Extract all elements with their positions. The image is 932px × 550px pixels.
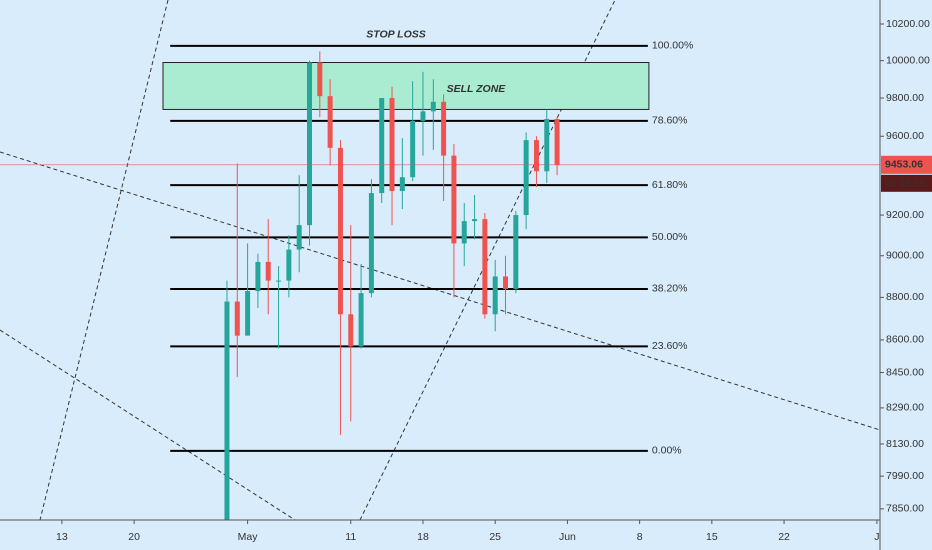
candle-body xyxy=(255,261,261,292)
candle-body xyxy=(234,301,240,336)
candle-body xyxy=(472,219,478,222)
candle-body xyxy=(327,96,333,148)
x-tick-label: Jun xyxy=(559,531,576,543)
candle-body xyxy=(420,111,426,121)
fib-label: 50.00% xyxy=(652,231,688,243)
y-tick-label: 9000.00 xyxy=(886,250,924,262)
y-tick-label: 8450.00 xyxy=(886,366,924,378)
x-tick-label: 11 xyxy=(345,531,356,543)
candle-body xyxy=(379,98,385,194)
candle-body xyxy=(482,219,488,315)
trendline xyxy=(39,0,169,520)
candle-body xyxy=(337,147,343,315)
trendline xyxy=(359,0,616,520)
y-tick-label: 10000.00 xyxy=(886,54,930,66)
candle-body xyxy=(296,225,302,250)
candle-body xyxy=(492,276,498,315)
candle-body xyxy=(523,140,529,216)
y-tick-label: 7850.00 xyxy=(886,503,924,515)
trendline xyxy=(0,329,296,520)
y-tick-label: 8290.00 xyxy=(886,402,924,414)
countdown-label: 02:19:56 xyxy=(885,178,926,190)
countdown-box xyxy=(881,174,932,192)
candle-body xyxy=(533,140,539,172)
candle-body xyxy=(461,221,467,244)
x-tick-label: 8 xyxy=(637,531,643,543)
candle-body xyxy=(554,118,560,165)
candle-body xyxy=(399,177,405,192)
x-tick-label: May xyxy=(238,531,259,543)
candle-body xyxy=(358,293,364,347)
candle-body xyxy=(224,301,230,520)
candle-body xyxy=(451,155,457,244)
x-tick-label: 13 xyxy=(56,531,68,543)
x-tick-label: 18 xyxy=(417,531,429,543)
candle-body xyxy=(368,193,374,294)
current-price-box xyxy=(881,155,932,174)
candle-body xyxy=(265,261,271,281)
candle-body xyxy=(306,62,312,226)
x-tick-label: 25 xyxy=(489,531,501,543)
candle-body xyxy=(513,215,519,289)
current-price-label: 9453.06 xyxy=(885,159,923,171)
x-tick-label: 20 xyxy=(128,531,140,543)
candle-body xyxy=(430,101,436,112)
candle-body xyxy=(503,276,509,289)
y-tick-label: 9200.00 xyxy=(886,209,924,221)
fib-label: 38.20% xyxy=(652,283,688,295)
candle-body xyxy=(245,291,251,336)
trendlines xyxy=(0,0,880,520)
fib-label: 23.60% xyxy=(652,340,688,352)
fib-label: 0.00% xyxy=(652,445,682,457)
candle-body xyxy=(410,120,416,178)
y-tick-label: 8130.00 xyxy=(886,438,924,450)
y-tick-label: 8800.00 xyxy=(886,291,924,303)
stop-loss-label: STOP LOSS xyxy=(366,29,426,41)
sell-zone xyxy=(162,62,650,110)
fib-label: 61.80% xyxy=(652,179,688,191)
candle-body xyxy=(389,98,395,192)
y-tick-label: 8600.00 xyxy=(886,334,924,346)
plot-area: 100.00% 78.60% 61.80% 50.00% 38.20% 23.60% 0.0… xyxy=(0,29,880,520)
candle-body xyxy=(286,249,292,281)
fib-label: 100.00% xyxy=(652,40,693,52)
x-tick-label: 22 xyxy=(778,531,790,543)
y-tick-label: 7990.00 xyxy=(886,470,924,482)
candle-body xyxy=(317,62,323,97)
candle-body xyxy=(276,280,282,282)
y-tick-label: 9800.00 xyxy=(886,92,924,104)
candle-body xyxy=(544,118,550,172)
y-tick-label: 10200.00 xyxy=(886,18,930,30)
candle-body xyxy=(441,101,447,156)
fib-label: 78.60% xyxy=(652,115,688,127)
x-tick-label: 15 xyxy=(706,531,718,543)
sell-zone-label: SELL ZONE xyxy=(447,83,507,95)
candle-body xyxy=(348,314,354,347)
x-tick-label: J xyxy=(874,531,879,543)
y-tick-label: 9600.00 xyxy=(886,130,924,142)
axes: 10200.00 10000.00 9800.00 9600.00 9200.00 900… xyxy=(56,18,932,543)
